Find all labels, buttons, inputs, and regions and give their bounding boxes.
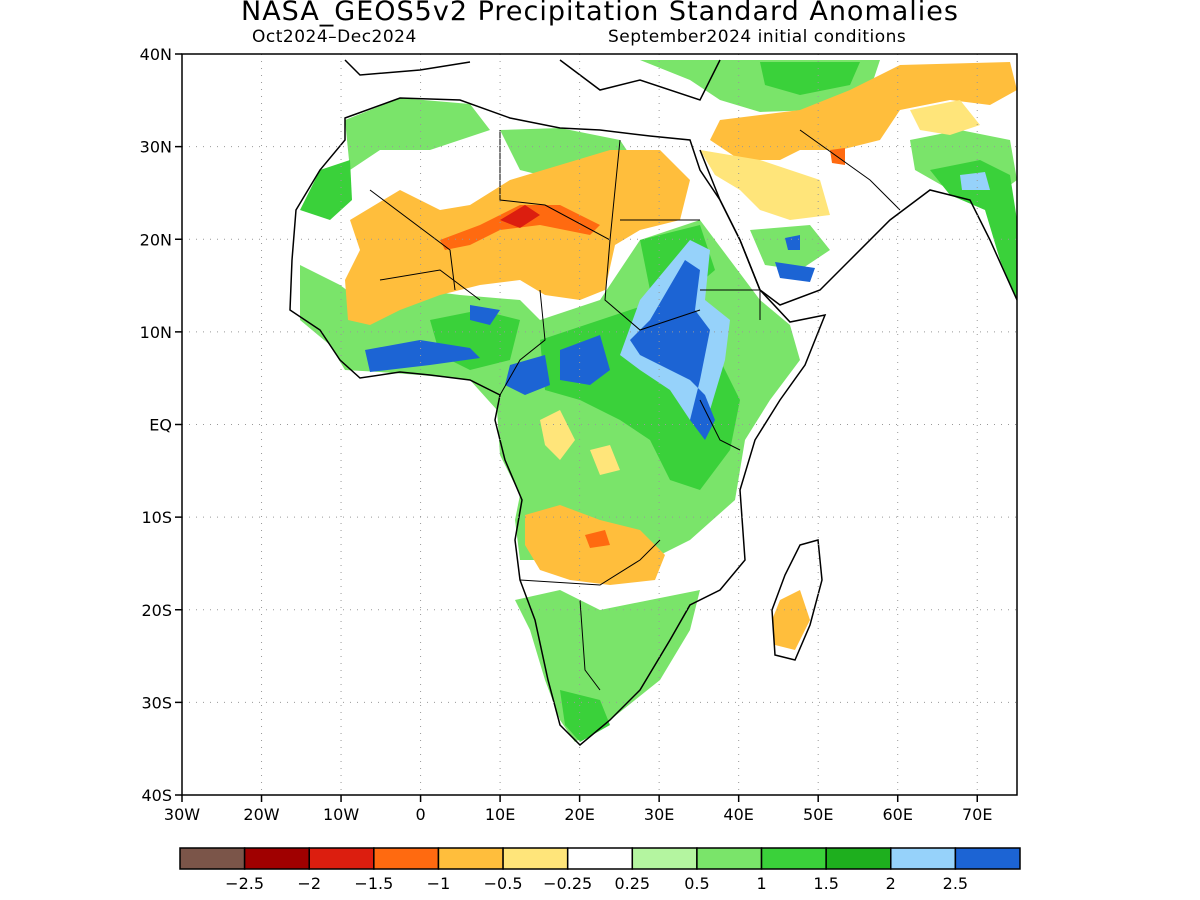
anomaly-wet: [760, 62, 860, 95]
colorbar-label: −2.5: [225, 874, 264, 893]
colorbar-label: −2: [297, 874, 321, 893]
colorbar-label: −0.5: [484, 874, 523, 893]
anomaly-field: [290, 60, 1017, 745]
colorbar-swatch: [566, 847, 634, 870]
colorbar-swatch: [502, 847, 569, 870]
border-line: [700, 289, 761, 320]
lon-tick-label: 20E: [564, 805, 594, 824]
map-title: NASA_GEOS5v2 Precipitation Standard Anom…: [241, 0, 959, 27]
colorbar-label: 2: [886, 874, 896, 893]
lon-tick-label: 20W: [243, 805, 279, 824]
colorbar-label: 1.5: [813, 874, 838, 893]
lat-tick-label: 30N: [140, 138, 172, 157]
colorbar-label: −1.5: [354, 874, 393, 893]
initial-conditions: September2024 initial conditions: [608, 27, 907, 47]
border-line: [799, 129, 901, 211]
coastlines: [289, 59, 1017, 747]
lat-tick-label: 40S: [141, 786, 172, 805]
border-line: [604, 239, 701, 331]
lon-tick-label: 10W: [323, 805, 359, 824]
anomaly-very-wet: [785, 235, 800, 250]
anomaly-dry: [500, 205, 540, 228]
coastline-africa: [289, 97, 827, 747]
border-line: [519, 539, 661, 586]
anomaly-dry: [772, 590, 810, 650]
anomaly-very-wet: [775, 262, 815, 282]
lat-tick-label: 40N: [140, 45, 172, 64]
colorbar-swatch: [825, 847, 892, 870]
anomaly-very-wet: [560, 335, 610, 385]
lat-tick-label: 20N: [140, 230, 172, 249]
anomaly-dry: [710, 62, 1017, 160]
lon-tick-label: 70E: [962, 805, 992, 824]
colorbar: −2.5 −2 −1.5 −1 −0.5 −0.25 0.25 0.5 1 1.5 2 2.5: [179, 847, 1021, 893]
colorbar-swatch: [373, 847, 440, 870]
colorbar-label: −1: [427, 874, 451, 893]
colorbar-swatch: [760, 847, 827, 870]
anomaly-very-wet: [470, 305, 500, 325]
colorbar-swatch: [696, 847, 763, 870]
lon-tick-label: 10E: [485, 805, 515, 824]
lat-tick-label: 30S: [141, 693, 172, 712]
border-line: [579, 599, 601, 691]
colorbar-swatch: [631, 847, 698, 870]
lon-tick-label: 60E: [882, 805, 912, 824]
anomaly-very-wet: [365, 340, 480, 372]
colorbar-label: −0.25: [543, 874, 592, 893]
border-line: [499, 130, 621, 241]
colorbar-label: 0.25: [614, 874, 650, 893]
lat-tick-label: 10S: [141, 508, 172, 527]
anomaly-wet: [560, 690, 610, 742]
border-line: [499, 289, 546, 396]
anomaly-wet: [345, 98, 490, 170]
lon-tick-label: 0: [415, 805, 425, 824]
colorbar-label: 1: [756, 874, 766, 893]
lat-tick-label: 20S: [141, 601, 172, 620]
anomaly-very-wet: [960, 172, 990, 190]
lon-tick-label: 30W: [164, 805, 200, 824]
country-borders: [369, 129, 901, 691]
colorbar-swatch: [890, 847, 957, 870]
forecast-period: Oct2024–Dec2024: [252, 27, 417, 47]
anomaly-dry: [590, 445, 620, 475]
border-line: [379, 269, 481, 301]
anomaly-dry: [345, 150, 690, 325]
coastline-arabia: [699, 149, 1017, 306]
coastline-madagascar: [771, 539, 823, 661]
anomaly-wet: [500, 128, 640, 180]
anomaly-dry: [910, 100, 980, 135]
lon-tick-label: 30E: [644, 805, 674, 824]
border-line: [699, 399, 741, 451]
anomaly-dry: [540, 410, 575, 460]
anomaly-very-wet: [505, 355, 550, 395]
lon-tick-label: 40E: [723, 805, 753, 824]
anomaly-very-wet: [630, 260, 715, 440]
border-line: [369, 189, 456, 291]
colorbar-swatch: [243, 847, 310, 870]
lon-tick-label: 50E: [803, 805, 833, 824]
lat-tick-label: EQ: [149, 416, 172, 435]
anomaly-wet: [300, 160, 352, 220]
coastline-mediterranean: [344, 59, 721, 101]
lat-tick-label: 10N: [140, 323, 172, 342]
colorbar-swatch: [437, 847, 504, 870]
anomaly-dry: [585, 530, 610, 548]
colorbar-swatch: [308, 847, 375, 870]
colorbar-label: 2.5: [943, 874, 968, 893]
colorbar-label: 0.5: [684, 874, 709, 893]
anomaly-dry: [700, 150, 830, 220]
colorbar-swatch: [954, 847, 1021, 870]
colorbar-swatch: [179, 847, 246, 870]
anomaly-wet: [515, 590, 700, 742]
